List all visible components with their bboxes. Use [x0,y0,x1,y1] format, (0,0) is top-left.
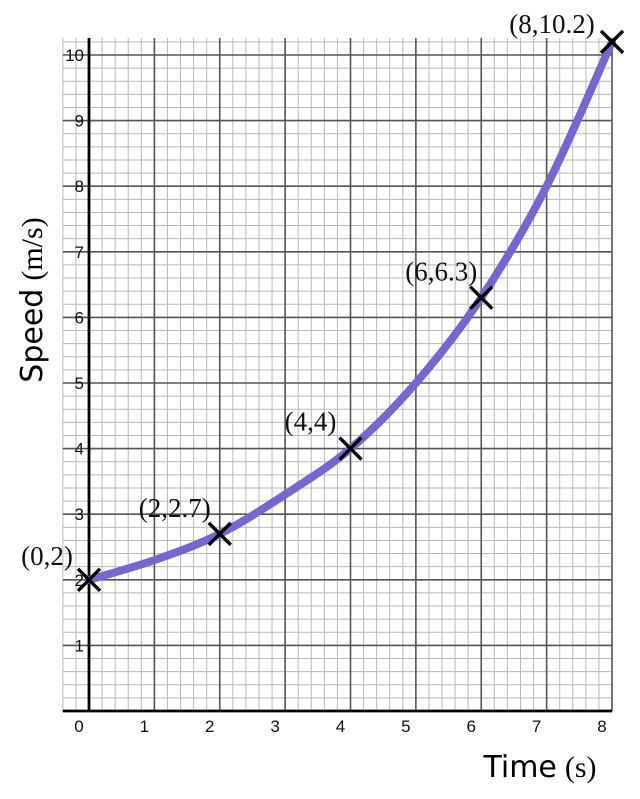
point-labels: (0,2) (2,2.7) (4,4) (6,6.3) (8,10.2) [21,9,595,571]
point-marker-cross [338,436,363,461]
x-tick-label: 4 [336,717,345,736]
cross-stroke [338,436,363,461]
y-tick-labels: 1 2 3 4 5 6 7 8 9 10 [65,46,84,655]
y-axis-unit: (m/s) [16,217,49,280]
x-axis-unit: (s) [565,751,597,784]
x-tick-label: 8 [597,717,606,736]
x-tick-label: 2 [205,717,214,736]
series-line [85,37,616,584]
point-label: (8,10.2) [509,9,594,39]
point-label: (0,2) [21,541,73,571]
y-tick-label: 10 [65,46,84,65]
point-label: (6,6.3) [405,257,477,287]
point-marker-cross [207,521,232,547]
y-tick-label: 6 [75,308,84,327]
x-axis-label: Time [482,750,556,785]
y-tick-label: 4 [75,440,84,459]
x-axis-title: Time (s) [482,750,596,785]
cross-stroke [599,29,625,55]
point-marker-cross [76,567,102,593]
cross-stroke [207,521,232,547]
x-tick-label: 0 [74,717,83,736]
point-label: (4,4) [285,407,337,437]
cross-stroke [469,285,494,310]
x-tick-labels: 0 1 2 3 4 5 6 7 8 [74,717,606,736]
cross-stroke [76,567,102,593]
x-tick-label: 5 [401,717,410,736]
y-tick-label: 8 [75,177,84,196]
x-tick-label: 3 [270,717,279,736]
series-layer [85,37,616,584]
y-tick-label: 7 [75,243,84,262]
y-tick-label: 3 [75,505,84,524]
y-tick-label: 5 [75,374,84,393]
y-axis-title: Speed (m/s) [15,217,50,382]
y-axis-label: Speed [15,289,50,383]
point-markers [76,29,625,593]
x-tick-label: 6 [467,717,476,736]
point-marker-cross [469,285,494,310]
point-label: (2,2.7) [139,493,211,523]
x-tick-label: 7 [532,717,541,736]
axes [62,38,612,713]
y-tick-label: 9 [75,112,84,131]
point-marker-cross [599,29,625,55]
x-tick-label: 1 [140,717,149,736]
y-tick-label: 1 [75,636,84,655]
y-tick-label: 2 [75,571,84,590]
